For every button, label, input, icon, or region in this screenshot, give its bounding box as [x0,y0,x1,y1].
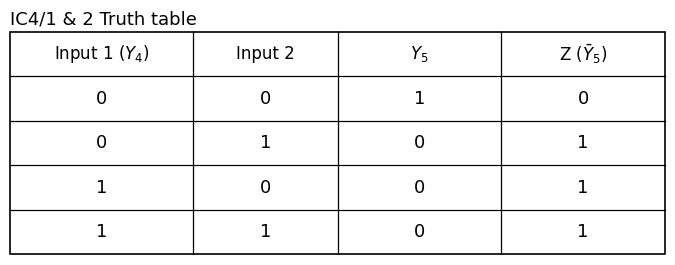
Text: 1: 1 [577,223,589,241]
Text: 1: 1 [577,179,589,197]
Text: 0: 0 [414,223,425,241]
Text: 1: 1 [96,223,107,241]
Text: 0: 0 [260,179,271,197]
Text: 0: 0 [414,134,425,152]
Text: IC4/1 & 2 Truth table: IC4/1 & 2 Truth table [10,11,197,29]
Text: 0: 0 [577,90,589,108]
Text: $Y_5$: $Y_5$ [410,44,429,64]
Text: 0: 0 [414,179,425,197]
Text: 0: 0 [260,90,271,108]
Bar [10,32,665,254]
Text: Input 1 ($Y_4$): Input 1 ($Y_4$) [54,43,150,65]
Text: 0: 0 [96,134,107,152]
Text: 0: 0 [96,90,107,108]
Text: 1: 1 [260,223,271,241]
Text: 1: 1 [96,179,107,197]
Text: 1: 1 [414,90,425,108]
Text: 1: 1 [577,134,589,152]
Text: 1: 1 [260,134,271,152]
Text: Input 2: Input 2 [236,45,295,63]
Text: Z ($\bar{Y}_5$): Z ($\bar{Y}_5$) [559,42,608,66]
